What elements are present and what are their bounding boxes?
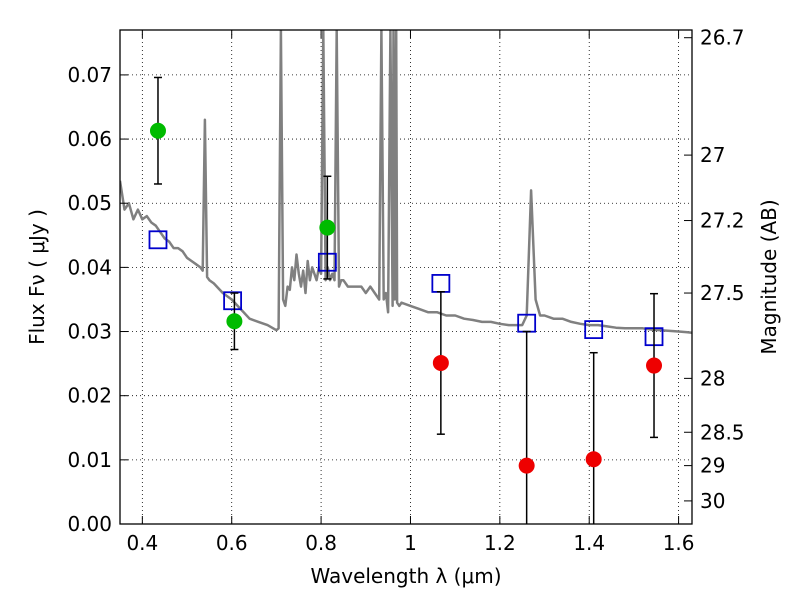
- x-tick-label: 1.2: [484, 531, 516, 555]
- observed-point: [319, 219, 336, 236]
- y2-tick-label: 27.2: [700, 209, 745, 233]
- x-tick-label: 1: [404, 531, 417, 555]
- observed-point: [518, 457, 535, 474]
- y-tick-label: 0.07: [67, 63, 112, 87]
- y2-axis-label: Magnitude (AB): [757, 199, 781, 354]
- observed-point: [226, 313, 243, 330]
- y-tick-label: 0.03: [67, 320, 112, 344]
- observed-point: [149, 122, 166, 139]
- axes: 0.4 0.6 0.8 1 1.2 1.4 1.6 0.00 0.01 0.02 0.03 0.04 0…: [67, 26, 744, 555]
- x-tick-label: 1.4: [573, 531, 605, 555]
- x-tick-label: 1.6: [663, 531, 695, 555]
- y2-tick-label: 28.5: [700, 420, 745, 444]
- y-tick-label: 0.06: [67, 127, 112, 151]
- model-point: [431, 274, 451, 293]
- model-point: [223, 291, 243, 311]
- observed-point: [646, 357, 663, 374]
- y-tick-label: 0.02: [67, 384, 112, 408]
- y2-tick-label: 29: [700, 454, 725, 478]
- y2-tick-label: 27: [700, 143, 725, 167]
- x-tick-label: 0.6: [216, 531, 248, 555]
- y2-tick-label: 26.7: [700, 26, 745, 50]
- grid: [120, 30, 692, 525]
- observed-point: [432, 354, 449, 371]
- x-axis-label: Wavelength λ (μm): [310, 564, 501, 588]
- model-point: [148, 230, 168, 250]
- y-axis-label: Flux Fν ( μJy ): [25, 209, 49, 345]
- x-tick-label: 0.8: [305, 531, 337, 555]
- x-tick-label: 0.4: [126, 531, 158, 555]
- y-tick-label: 0.01: [67, 448, 112, 472]
- y-tick-label: 0.05: [67, 191, 112, 215]
- y-tick-label: 0.04: [67, 255, 112, 279]
- y-tick-label: 0.00: [67, 512, 112, 536]
- y2-tick-label: 27.5: [700, 281, 745, 305]
- plot-area: [120, 30, 692, 524]
- y2-tick-label: 28: [700, 366, 725, 390]
- observed-point: [585, 451, 602, 468]
- model-spectrum-line: [120, 30, 692, 335]
- plot-frame: [119, 29, 693, 525]
- y2-tick-label: 30: [700, 489, 725, 513]
- model-point: [584, 320, 604, 340]
